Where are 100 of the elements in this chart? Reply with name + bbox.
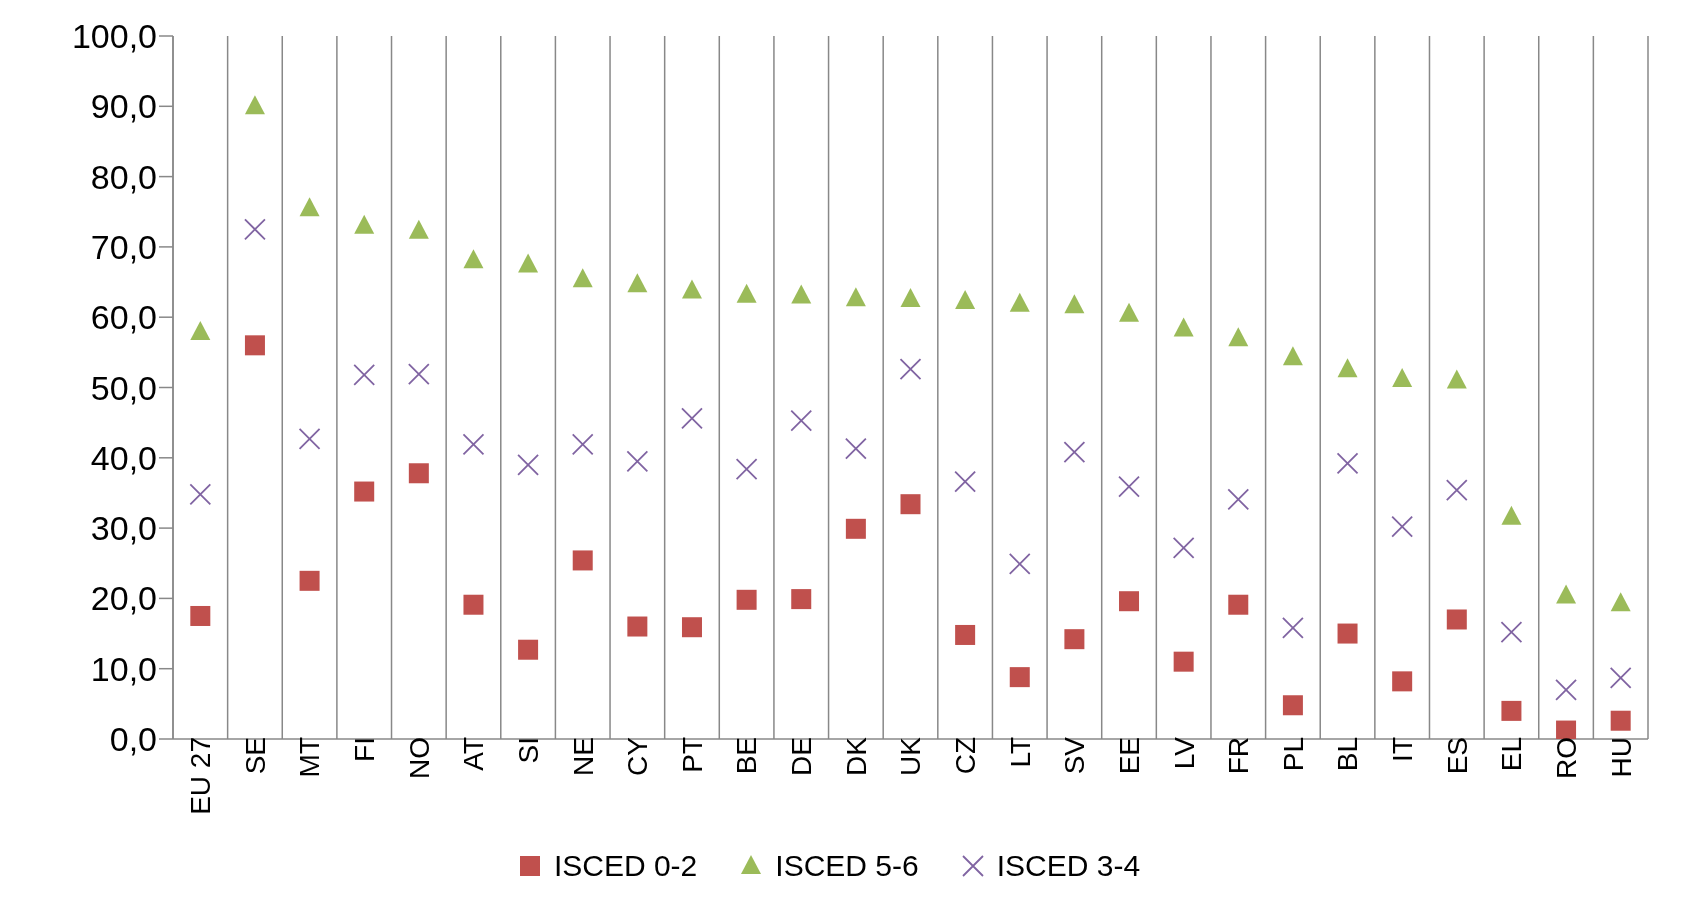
point — [1556, 720, 1577, 739]
point — [845, 287, 866, 307]
point — [1501, 700, 1522, 721]
point — [955, 624, 976, 645]
point — [1227, 488, 1250, 511]
point — [1446, 609, 1467, 630]
point — [1445, 479, 1468, 502]
y-tick-label: 50,0 — [90, 368, 157, 407]
point — [1392, 671, 1413, 692]
point — [408, 219, 429, 239]
point — [518, 253, 539, 273]
point — [1501, 505, 1522, 525]
point — [791, 284, 812, 304]
x-tick-label: LT — [1004, 737, 1036, 768]
point — [1282, 346, 1303, 366]
point — [1610, 592, 1631, 612]
point — [463, 594, 484, 615]
point — [627, 616, 648, 637]
y-tick-label: 60,0 — [90, 298, 157, 337]
point — [1391, 515, 1414, 538]
point — [900, 494, 921, 515]
point — [407, 363, 430, 386]
x-tick-label: UK — [895, 736, 927, 776]
y-tick-label: 90,0 — [90, 87, 157, 126]
y-tick-label: 70,0 — [90, 227, 157, 266]
x-tick-label: IT — [1387, 737, 1419, 762]
y-tick-label: 30,0 — [90, 509, 157, 548]
point — [627, 273, 648, 293]
point — [1282, 617, 1304, 639]
point — [899, 358, 922, 381]
x-tick-label: RO — [1550, 737, 1582, 779]
x-tick-label: NE — [567, 737, 599, 776]
point — [354, 481, 375, 502]
point — [790, 409, 813, 432]
point — [954, 470, 977, 493]
point — [1064, 629, 1085, 650]
point — [1336, 452, 1359, 475]
point — [1337, 623, 1358, 644]
x-tick-label: EU 27 — [185, 737, 217, 815]
x-tick-label: PT — [676, 737, 708, 773]
point — [1609, 666, 1632, 689]
point — [845, 518, 866, 539]
point — [1282, 695, 1303, 716]
y-tick-label: 100,0 — [71, 17, 157, 56]
point — [1555, 678, 1577, 701]
x-tick-label: FR — [1223, 737, 1255, 775]
x-tick-label: SE — [239, 737, 271, 775]
x-tick-label: MT — [294, 737, 326, 778]
x-tick-label: EL — [1496, 737, 1528, 772]
point — [354, 214, 375, 234]
point — [1446, 369, 1467, 389]
point — [572, 550, 593, 571]
x-tick-label: EE — [1113, 737, 1145, 775]
point — [1009, 667, 1030, 688]
point — [408, 463, 429, 484]
point — [518, 639, 539, 660]
point — [299, 570, 320, 591]
x-tick-label: CZ — [950, 737, 982, 775]
x-tick-label: DE — [786, 737, 818, 776]
x-tick-label: BE — [731, 737, 763, 775]
point — [299, 197, 320, 217]
point — [1228, 327, 1249, 347]
point — [1119, 591, 1140, 612]
legend-label: ISCED 5-6 — [775, 849, 919, 883]
point — [190, 320, 211, 340]
point — [1392, 368, 1413, 388]
point — [681, 407, 703, 430]
x-tick-label: LV — [1168, 736, 1200, 770]
point — [1063, 441, 1086, 464]
x-tick-label: SV — [1059, 736, 1091, 775]
point — [517, 453, 539, 476]
point — [1118, 475, 1140, 498]
x-tick-label: CY — [622, 736, 654, 776]
x-tick-label: PL — [1277, 737, 1309, 772]
point — [736, 283, 757, 303]
point — [353, 363, 376, 386]
point — [571, 433, 594, 456]
point — [1009, 292, 1030, 312]
point — [1228, 594, 1249, 615]
point — [190, 605, 211, 626]
point — [463, 249, 484, 269]
x-tick-label: FI — [349, 737, 381, 762]
x-tick-label: NO — [403, 737, 435, 779]
legend-label: ISCED 0-2 — [553, 849, 698, 883]
point — [1337, 358, 1358, 378]
point — [1064, 294, 1085, 314]
point — [189, 483, 212, 506]
x-tick-label: SI — [512, 737, 544, 764]
point — [1119, 302, 1140, 322]
point — [1500, 621, 1523, 644]
y-tick-label: 10,0 — [90, 649, 157, 688]
point — [900, 287, 921, 307]
point — [244, 335, 265, 356]
point — [244, 95, 265, 115]
point — [955, 290, 976, 310]
point — [1173, 317, 1194, 337]
point — [735, 458, 758, 480]
point — [1556, 584, 1577, 604]
y-tick-label: 40,0 — [90, 438, 157, 477]
x-tick-label: AT — [458, 737, 490, 771]
